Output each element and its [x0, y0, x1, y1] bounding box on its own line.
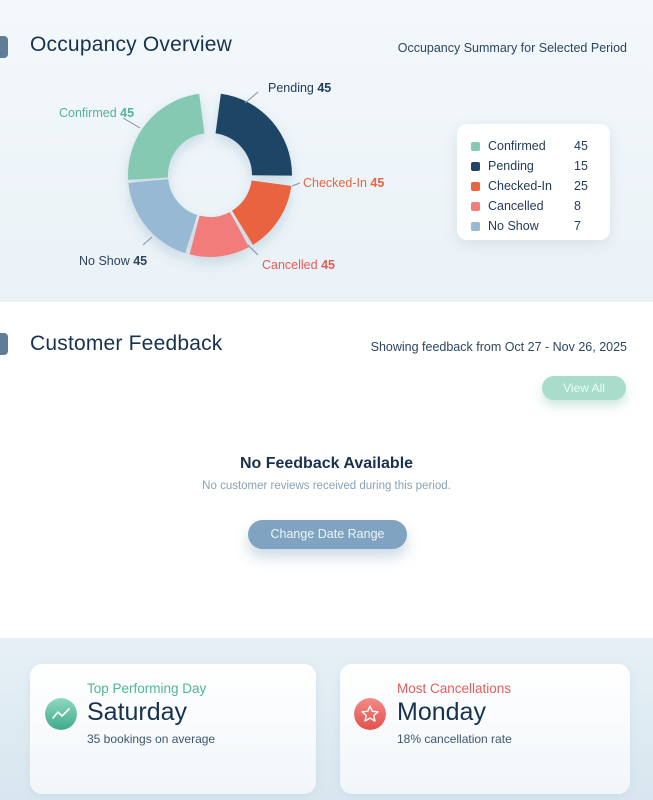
change-date-range-button[interactable]: Change Date Range — [248, 520, 407, 549]
view-all-button[interactable]: View All — [542, 376, 626, 400]
feedback-date-range: Showing feedback from Oct 27 - Nov 26, 2… — [370, 340, 627, 354]
legend-swatch — [471, 181, 480, 191]
feedback-section — [0, 304, 653, 638]
slice-pending — [215, 93, 292, 176]
leader-line — [244, 91, 259, 104]
legend-item: Confirmed 45 — [471, 136, 594, 156]
trend-line-icon — [45, 698, 77, 730]
stat-note: 35 bookings on average — [87, 732, 216, 746]
legend-swatch — [471, 161, 480, 171]
occupancy-title: Occupancy Overview — [30, 33, 233, 56]
feedback-title: Customer Feedback — [30, 332, 223, 355]
legend-label: Checked-In — [488, 179, 552, 193]
legend-value: 8 — [574, 199, 581, 213]
slice-label-checked-in: Checked-In 45 — [303, 176, 384, 190]
slice-checked-in — [232, 180, 292, 245]
slice-no-show — [128, 179, 198, 254]
legend-item: Pending 15 — [471, 156, 594, 176]
top-performing-day-card: Top Performing Day Saturday 35 bookings … — [30, 664, 316, 794]
legend-item: Checked-In 25 — [471, 176, 594, 196]
empty-state-subtitle: No customer reviews received during this… — [202, 480, 451, 492]
legend-label: Cancelled — [488, 199, 544, 213]
slice-label-confirmed: Confirmed 45 — [59, 106, 134, 120]
legend-item: Cancelled 8 — [471, 196, 594, 216]
slice-label-no-show: No Show 45 — [79, 254, 147, 268]
legend-label: Pending — [488, 159, 534, 173]
stat-label: Top Performing Day — [87, 681, 207, 696]
stat-value: Monday — [397, 698, 486, 726]
legend-item: No Show 7 — [471, 216, 594, 236]
legend-value: 15 — [574, 159, 588, 173]
occupancy-legend: Confirmed 45 Pending 15 Checked-In 25 Ca… — [457, 124, 610, 240]
slice-confirmed — [127, 93, 205, 180]
occupancy-subtitle: Occupancy Summary for Selected Period — [397, 41, 627, 55]
section-accent-bar — [0, 333, 8, 355]
slice-label-cancelled: Cancelled 45 — [262, 258, 335, 272]
leader-line — [291, 182, 301, 187]
empty-state-title: No Feedback Available — [239, 455, 414, 472]
leader-line — [247, 244, 259, 256]
legend-label: No Show — [488, 219, 539, 233]
legend-value: 25 — [574, 179, 588, 193]
leader-line — [142, 236, 153, 246]
slice-cancelled — [189, 211, 250, 257]
legend-label: Confirmed — [488, 139, 546, 153]
legend-value: 45 — [574, 139, 588, 153]
stat-value: Saturday — [87, 698, 188, 726]
occupancy-donut-chart: Confirmed 45 Pending 45 Checked-In 45 Ca… — [59, 81, 384, 272]
section-accent-bar — [0, 36, 8, 58]
star-icon — [354, 698, 386, 730]
stat-note: 18% cancellation rate — [397, 732, 512, 746]
most-cancellations-card: Most Cancellations Monday 18% cancellati… — [340, 664, 630, 794]
leader-line — [122, 117, 141, 129]
legend-swatch — [471, 221, 480, 231]
legend-swatch — [471, 201, 480, 211]
legend-swatch — [471, 141, 480, 151]
legend-value: 7 — [574, 219, 581, 233]
stat-label: Most Cancellations — [397, 681, 512, 696]
slice-label-pending: Pending 45 — [268, 81, 331, 95]
